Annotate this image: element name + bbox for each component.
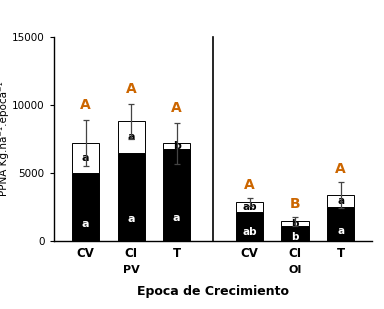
Bar (163, 143, 190, 149)
Bar (236, 213, 263, 241)
Text: ab: ab (242, 227, 257, 237)
Text: A: A (126, 82, 137, 95)
Text: b: b (291, 231, 299, 242)
Bar (118, 153, 145, 241)
Text: B: B (290, 197, 300, 211)
Y-axis label: PPNA Kg.ha⁻¹.época⁻¹: PPNA Kg.ha⁻¹.época⁻¹ (0, 82, 9, 197)
Text: A: A (244, 178, 255, 192)
Text: A: A (335, 163, 346, 176)
Bar (327, 207, 354, 241)
Text: a: a (173, 213, 180, 223)
Bar (118, 121, 145, 153)
Text: b: b (173, 141, 180, 151)
Legend: Matas, Intermata: Matas, Intermata (131, 308, 296, 309)
Text: OI: OI (288, 265, 302, 276)
Text: a: a (337, 226, 344, 236)
Text: PV: PV (123, 265, 139, 276)
Text: a: a (82, 153, 89, 163)
Text: a: a (82, 219, 89, 229)
Bar (163, 149, 190, 241)
Bar (281, 226, 309, 241)
Bar (236, 201, 263, 213)
Text: a: a (127, 132, 135, 142)
Bar (72, 143, 99, 173)
Text: A: A (171, 100, 182, 115)
Text: b: b (291, 219, 299, 229)
Text: A: A (80, 98, 91, 112)
Text: ab: ab (242, 202, 257, 212)
Bar (281, 221, 309, 226)
Text: a: a (337, 196, 344, 206)
X-axis label: Epoca de Crecimiento: Epoca de Crecimiento (137, 285, 289, 298)
Bar (72, 173, 99, 241)
Text: a: a (127, 214, 135, 224)
Bar (327, 195, 354, 207)
